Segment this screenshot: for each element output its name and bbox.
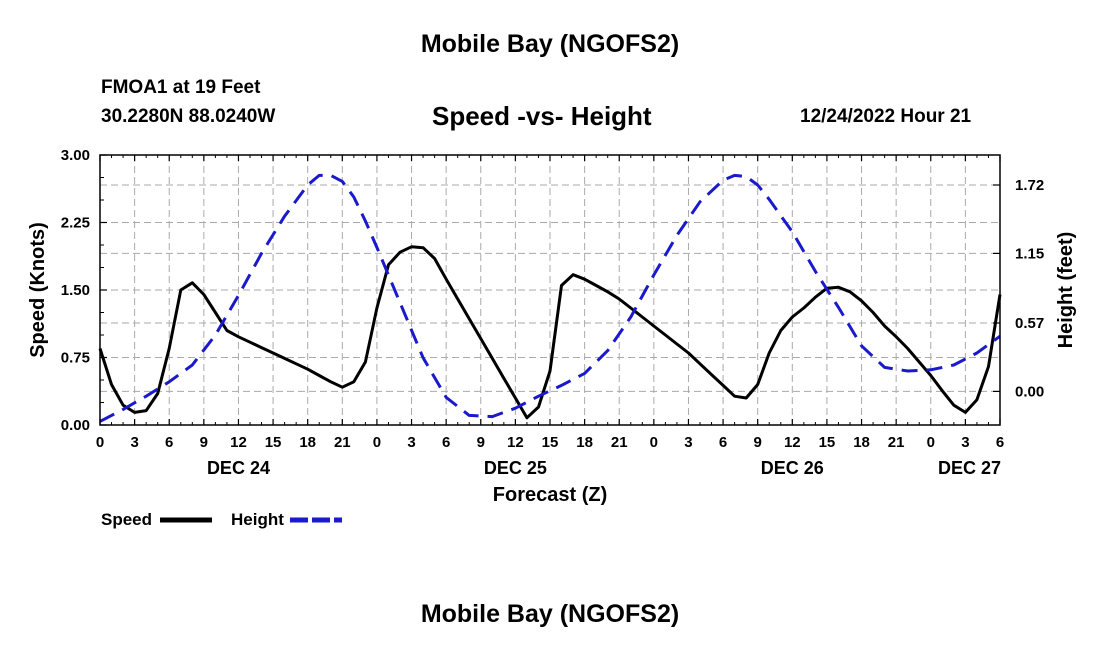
day-label: DEC 27	[938, 458, 1001, 478]
x-tick-label: 18	[299, 434, 316, 451]
x-tick-label: 3	[407, 434, 415, 451]
y-axis-title-left: Speed (Knots)	[27, 222, 49, 358]
station-label: FMOA1 at 19 Feet	[101, 77, 261, 98]
y-tick-label-right: 1.72	[1015, 177, 1044, 194]
y-tick-label-left: 0.75	[61, 350, 90, 367]
x-tick-label: 6	[996, 434, 1004, 451]
x-tick-label: 0	[650, 434, 658, 451]
y-axis-title-right: Height (feet)	[1055, 232, 1077, 349]
x-axis-title: Forecast (Z)	[493, 484, 607, 506]
y-tick-label-left: 3.00	[61, 147, 90, 164]
x-tick-label: 12	[230, 434, 247, 451]
x-tick-label: 6	[442, 434, 450, 451]
x-tick-label: 9	[754, 434, 762, 451]
y-tick-label-right: 0.00	[1015, 383, 1044, 400]
x-tick-label: 3	[130, 434, 138, 451]
chart-subtitle: Speed -vs- Height	[432, 101, 652, 131]
x-tick-label: 18	[853, 434, 870, 451]
x-tick-label: 21	[611, 434, 628, 451]
x-tick-label: 0	[96, 434, 104, 451]
y-tick-label-right: 0.57	[1015, 315, 1044, 332]
x-tick-label: 6	[165, 434, 173, 451]
legend-height-label: Height	[231, 510, 284, 529]
day-label: DEC 24	[207, 458, 270, 478]
x-tick-label: 3	[684, 434, 692, 451]
x-tick-label: 12	[784, 434, 801, 451]
legend-speed-label: Speed	[101, 510, 153, 529]
chart-title: Mobile Bay (NGOFS2)	[420, 30, 680, 58]
x-tick-label: 0	[373, 434, 381, 451]
day-label: DEC 26	[761, 458, 824, 478]
x-tick-label: 12	[507, 434, 524, 451]
forecast-datetime: 12/24/2022 Hour 21	[800, 106, 972, 127]
x-tick-label: 18	[576, 434, 593, 451]
x-tick-label: 15	[265, 434, 282, 451]
y-tick-label-left: 1.50	[61, 282, 90, 299]
y-tick-label-left: 0.00	[61, 417, 90, 434]
y-tick-label-left: 2.25	[61, 215, 90, 232]
x-tick-label: 21	[888, 434, 905, 451]
x-tick-label: 0	[927, 434, 935, 451]
height-series-line	[99, 173, 1001, 423]
x-tick-label: 6	[719, 434, 727, 451]
x-tick-label: 15	[542, 434, 559, 451]
x-tick-label: 15	[819, 434, 836, 451]
speed-series-line	[98, 245, 1002, 420]
day-label: DEC 25	[484, 458, 547, 478]
y-tick-label-right: 1.15	[1015, 245, 1044, 262]
x-tick-label: 3	[961, 434, 969, 451]
coordinates-label: 30.2280N 88.0240W	[101, 106, 276, 127]
x-tick-label: 21	[334, 434, 351, 451]
footer-title: Mobile Bay (NGOFS2)	[420, 600, 680, 628]
x-tick-label: 9	[477, 434, 485, 451]
x-tick-label: 9	[200, 434, 208, 451]
